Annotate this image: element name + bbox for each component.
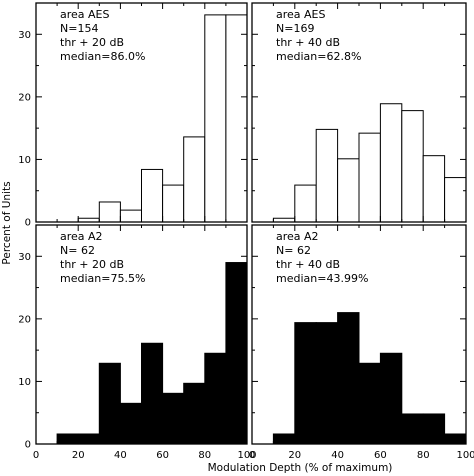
y-axis-title: Percent of Units <box>1 181 13 264</box>
bar <box>162 184 185 223</box>
bar <box>444 433 467 445</box>
x-tick-label: 80 <box>417 450 430 461</box>
bar <box>162 392 185 445</box>
bar <box>315 128 339 223</box>
bar <box>337 312 360 445</box>
bar <box>422 155 446 223</box>
bar <box>56 433 79 445</box>
y-tick-label: 0 <box>25 440 31 451</box>
panel-annotation: N=169 <box>276 22 314 35</box>
panel-annotation: thr + 20 dB <box>60 36 124 49</box>
bar <box>141 342 164 445</box>
x-tick-label: 20 <box>72 450 85 461</box>
bar <box>379 103 403 223</box>
panel-annotation: area AES <box>60 8 110 21</box>
bar <box>444 177 467 223</box>
y-tick-label: 20 <box>18 314 31 325</box>
panel-annotation: area A2 <box>60 230 103 243</box>
bar <box>141 168 164 223</box>
y-tick-label: 10 <box>18 377 31 388</box>
x-axis-title: Modulation Depth (% of maximum) <box>208 462 393 474</box>
x-tick-label: 60 <box>156 450 169 461</box>
x-tick-label: 40 <box>331 450 344 461</box>
panel-annotation: median=43.99% <box>276 272 368 285</box>
panel-annotation: N=154 <box>60 22 98 35</box>
bar <box>98 362 121 445</box>
bar <box>204 352 227 445</box>
x-tick-label: 60 <box>374 450 387 461</box>
bar <box>294 322 317 445</box>
bar <box>401 413 424 445</box>
panel-annotation: median=86.0% <box>60 50 145 63</box>
bar <box>422 413 446 445</box>
bar <box>225 262 248 445</box>
bar <box>183 382 206 445</box>
panel-annotation: area AES <box>276 8 326 21</box>
bar <box>119 209 143 223</box>
y-tick-label: 10 <box>18 155 31 166</box>
y-tick-label: 20 <box>18 92 31 103</box>
panel-annotation: median=62.8% <box>276 50 361 63</box>
bar <box>204 14 227 223</box>
y-tick-label: 30 <box>18 30 31 41</box>
bar <box>119 402 143 445</box>
bar <box>358 132 381 223</box>
bar <box>77 433 100 445</box>
bar <box>294 184 317 223</box>
panel-annotation: thr + 20 dB <box>60 258 124 271</box>
bar <box>225 14 248 223</box>
panel-annotation: N= 62 <box>276 244 311 257</box>
bar <box>358 362 381 445</box>
x-tick-label: 20 <box>288 450 301 461</box>
panel-annotation: thr + 40 dB <box>276 258 340 271</box>
panel-annotation: median=75.5% <box>60 272 145 285</box>
panel-annotation: N= 62 <box>60 244 95 257</box>
x-tick-label: 0 <box>249 450 255 461</box>
x-tick-label: 40 <box>114 450 127 461</box>
x-tick-label: 80 <box>198 450 211 461</box>
bar <box>401 110 424 223</box>
panel-annotation: thr + 40 dB <box>276 36 340 49</box>
bar <box>315 322 339 445</box>
bar <box>183 136 206 223</box>
y-tick-label: 30 <box>18 252 31 263</box>
bar <box>98 201 121 223</box>
panel-annotation: area A2 <box>276 230 319 243</box>
x-tick-label: 0 <box>33 450 39 461</box>
x-tick-label: 100 <box>456 450 474 461</box>
bar <box>379 352 403 445</box>
bar <box>337 158 360 223</box>
y-tick-label: 0 <box>25 218 31 229</box>
bar <box>272 433 296 445</box>
x-tick-label: 100 <box>237 450 256 461</box>
